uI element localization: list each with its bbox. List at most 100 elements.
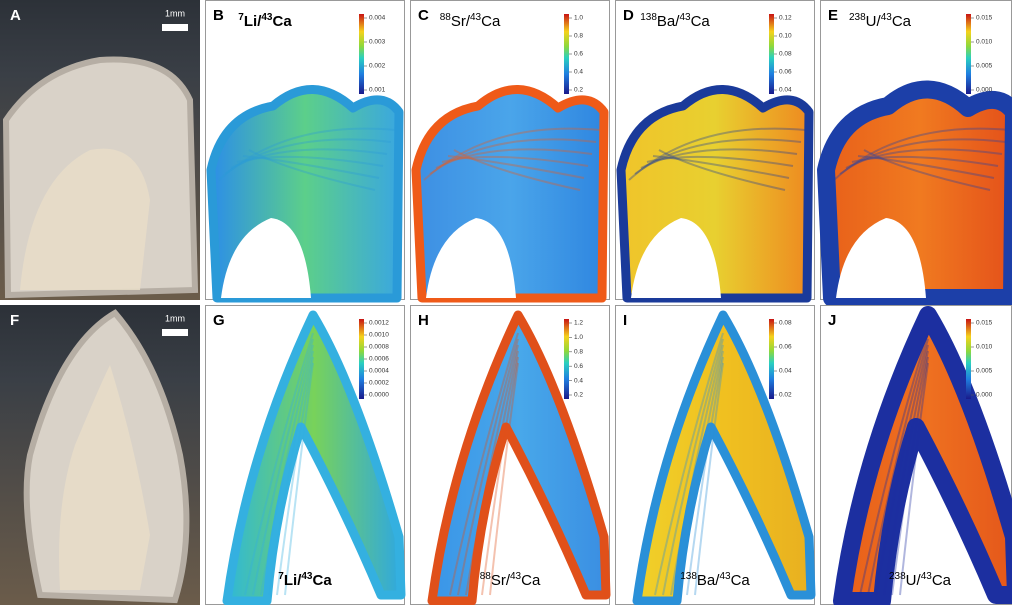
growth-band bbox=[859, 332, 929, 596]
ratio-label-part: 88 bbox=[480, 571, 492, 582]
ratio-label-part: Sr bbox=[451, 13, 466, 30]
scale-bar bbox=[162, 329, 188, 336]
color-bar-label: 0.02 bbox=[779, 392, 792, 399]
color-bar-label: 0.0008 bbox=[369, 344, 389, 351]
growth-band bbox=[473, 350, 519, 596]
panel: 0.015 0.010 0.005 0.000 J 238U/43Ca bbox=[820, 305, 1012, 605]
color-bar-label: 0.06 bbox=[779, 69, 792, 76]
color-bar bbox=[359, 14, 364, 94]
color-bar-label: 0.005 bbox=[976, 368, 993, 375]
growth-band bbox=[224, 138, 392, 175]
ratio-label-part: 43 bbox=[881, 12, 893, 23]
growth-band bbox=[899, 362, 929, 596]
heat-map-void bbox=[221, 218, 311, 298]
growth-band bbox=[686, 356, 724, 596]
growth-band bbox=[453, 149, 581, 191]
growth-band bbox=[284, 362, 314, 596]
ratio-label-part: 138 bbox=[640, 12, 657, 23]
color-bar-label: 0.000 bbox=[976, 87, 993, 94]
ratio-label-part: 238 bbox=[849, 12, 866, 23]
color-bar bbox=[769, 14, 774, 94]
growth-band bbox=[447, 155, 585, 179]
color-bar-label: 0.6 bbox=[574, 363, 583, 370]
ratio-label-part: Ca bbox=[313, 572, 333, 589]
growth-band bbox=[658, 149, 786, 191]
panel-letter: J bbox=[828, 312, 836, 329]
ratio-label: 238U/43Ca bbox=[849, 12, 912, 30]
heat-map-void bbox=[836, 218, 926, 298]
panel-letter: H bbox=[418, 312, 429, 329]
color-bar-label: 0.015 bbox=[976, 15, 993, 22]
panel: 1.2 1.0 0.8 0.6 0.4 0.2 H 88Sr/43Ca bbox=[410, 305, 611, 605]
color-bar-label: 0.8 bbox=[574, 349, 583, 356]
color-bar bbox=[966, 14, 971, 94]
growth-band bbox=[857, 155, 995, 179]
panel: 0.004 0.003 0.002 0.001 B 7Li/43Ca bbox=[205, 0, 405, 303]
color-bar-label: 0.04 bbox=[779, 87, 792, 94]
growth-band bbox=[640, 148, 798, 169]
ratio-label-part: 43 bbox=[921, 571, 933, 582]
panel-letter: E bbox=[828, 7, 838, 24]
color-bar-label: 0.015 bbox=[976, 320, 993, 327]
ratio-label-part: Ca bbox=[481, 13, 501, 30]
heat-map bbox=[632, 310, 816, 605]
ratio-label-part: Li bbox=[244, 13, 257, 30]
growth-band bbox=[423, 127, 601, 181]
panel: 1.0 0.8 0.6 0.4 0.2 C 88Sr/43Ca bbox=[410, 0, 610, 303]
color-bar-label: 0.12 bbox=[779, 15, 792, 22]
growth-band bbox=[654, 332, 724, 596]
ratio-label-part: Ba bbox=[697, 572, 716, 589]
ratio-label-part: 7 bbox=[238, 12, 244, 23]
ratio-label-part: Ca bbox=[892, 13, 912, 30]
growth-band bbox=[662, 338, 724, 596]
ratio-label-part: 43 bbox=[510, 571, 522, 582]
scale-bar bbox=[162, 24, 188, 31]
color-bar-label: 0.004 bbox=[369, 15, 386, 22]
heat-map-void bbox=[426, 218, 516, 298]
panel: 0.08 0.06 0.04 0.02 I 138Ba/43Ca bbox=[615, 305, 816, 605]
ratio-label: 138Ba/43Ca bbox=[680, 571, 750, 589]
growth-band bbox=[634, 138, 802, 175]
color-bar-label: 0.005 bbox=[976, 63, 993, 70]
growth-band bbox=[218, 127, 396, 181]
color-bar-label: 0.002 bbox=[369, 63, 386, 70]
growth-band bbox=[646, 155, 794, 167]
growth-band bbox=[891, 356, 929, 596]
ratio-label: 138Ba/43Ca bbox=[640, 12, 710, 30]
growth-band bbox=[441, 155, 589, 167]
color-bar-label: 0.0002 bbox=[369, 380, 389, 387]
ratio-label-part: Sr bbox=[491, 572, 506, 589]
ratio-label-part: 43 bbox=[261, 12, 273, 23]
color-bar-label: 0.08 bbox=[779, 320, 792, 327]
ratio-label-part: Ca bbox=[932, 572, 952, 589]
color-bar-label: 0.001 bbox=[369, 87, 386, 94]
ratio-label-part: 43 bbox=[719, 571, 731, 582]
panel-letter: I bbox=[623, 312, 627, 329]
growth-band bbox=[845, 148, 1003, 169]
panel: 0.12 0.10 0.08 0.06 0.04 D 138Ba/43Ca bbox=[615, 0, 815, 303]
color-bar-label: 0.8 bbox=[574, 33, 583, 40]
growth-band bbox=[883, 350, 929, 596]
heat-map-void bbox=[631, 218, 721, 298]
growth-band bbox=[248, 149, 376, 191]
specimen-core bbox=[59, 365, 150, 590]
panel: 0.015 0.010 0.005 0.000 E 238U/43Ca bbox=[817, 0, 1012, 307]
color-bar-label: 0.04 bbox=[779, 368, 792, 375]
ratio-label-part: 43 bbox=[301, 571, 313, 582]
panel-letter: G bbox=[213, 312, 225, 329]
growth-band bbox=[652, 155, 790, 179]
ratio-label-part: 43 bbox=[679, 12, 691, 23]
scale-label: 1mm bbox=[165, 313, 185, 323]
panel: 0.0012 0.0010 0.0008 0.0006 0.0004 0.0002 0.00… bbox=[205, 305, 406, 605]
ratio-label-part: 138 bbox=[680, 571, 697, 582]
color-bar-label: 1.2 bbox=[574, 320, 583, 327]
growth-band bbox=[678, 350, 724, 596]
heat-map bbox=[833, 306, 1012, 605]
ratio-label-part: U bbox=[906, 572, 917, 589]
color-bar-label: 0.0010 bbox=[369, 332, 389, 339]
color-bar-label: 0.003 bbox=[369, 39, 386, 46]
color-bar-label: 1.0 bbox=[574, 334, 583, 341]
ratio-label-part: 238 bbox=[889, 571, 906, 582]
growth-band bbox=[863, 149, 991, 191]
